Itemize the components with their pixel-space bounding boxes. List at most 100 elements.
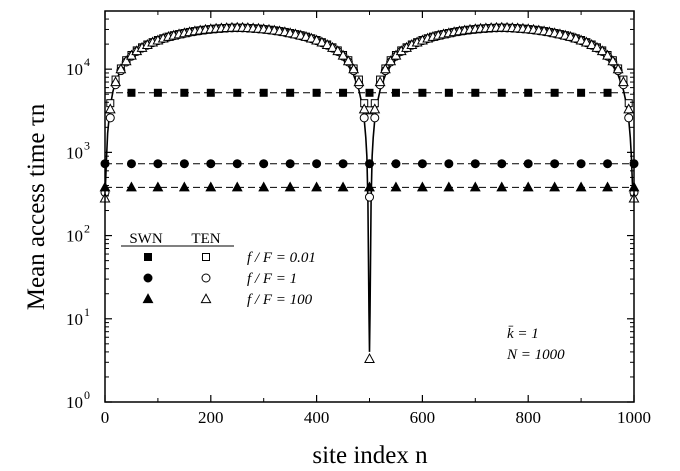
ten-series-2 <box>99 21 640 363</box>
legend-swn-marker-triangle <box>142 293 154 304</box>
ten-point <box>104 103 116 114</box>
y-tick-exponent: 1 <box>84 305 90 319</box>
swn-point <box>602 181 613 192</box>
x-tick-label: 0 <box>101 408 110 427</box>
y-axis-title: Mean access time τn <box>23 103 50 310</box>
x-axis-title: site index n <box>312 442 428 469</box>
swn-point <box>258 181 270 192</box>
annotation-k: k̄ = 1 <box>507 326 539 342</box>
legend-label-2: f / F = 100 <box>247 292 313 308</box>
swn-point <box>339 88 348 97</box>
ten-point <box>321 39 333 49</box>
swn-point <box>206 159 216 169</box>
legend-ten-marker-triangle <box>200 293 212 304</box>
ten-point <box>337 49 349 60</box>
swn-point <box>469 181 481 192</box>
x-tick-label: 200 <box>198 408 224 427</box>
legend-ten-marker-circle <box>201 273 211 283</box>
ten-point <box>369 103 381 114</box>
ten-point <box>379 63 391 74</box>
legend-rows: f / F = 0.01 f / F = 1 f / F = 100 <box>142 250 316 308</box>
legend-header-swn: SWN <box>129 231 163 247</box>
swn-point <box>126 159 136 169</box>
y-tick-exponent: 3 <box>84 138 90 152</box>
swn-point <box>312 159 322 169</box>
ten-point <box>623 103 635 114</box>
swn-point <box>153 88 162 97</box>
ten-point <box>617 76 629 87</box>
legend-label-0: f / F = 0.01 <box>247 250 316 266</box>
ten-point <box>602 49 613 60</box>
ten-point <box>624 113 634 123</box>
ten-point <box>586 39 598 49</box>
swn-point <box>550 88 559 97</box>
ten-point <box>353 76 365 87</box>
swn-point <box>524 88 533 97</box>
swn-point <box>364 181 375 192</box>
ten-point <box>110 76 122 87</box>
ten-point <box>575 34 587 45</box>
swn-point <box>178 181 190 192</box>
swn-point <box>496 181 508 192</box>
swn-point <box>153 159 163 169</box>
swn-point <box>577 88 586 97</box>
swn-point <box>232 159 242 169</box>
ten-point <box>596 45 608 56</box>
ten-point <box>374 76 386 87</box>
x-tick-label: 600 <box>410 408 436 427</box>
swn-series-2 <box>99 181 640 192</box>
swn-point <box>470 159 480 169</box>
y-tick-label: 10 <box>66 143 83 162</box>
ten-point <box>311 34 323 45</box>
plot-area <box>99 21 640 363</box>
ten-point <box>305 32 317 43</box>
ten-point <box>364 353 375 363</box>
swn-point <box>233 88 242 97</box>
x-tick-labels: 0 200 400 600 800 1000 <box>101 408 651 427</box>
ten-point <box>332 45 344 56</box>
swn-point <box>152 181 164 192</box>
swn-point <box>549 181 561 192</box>
swn-point <box>206 88 215 97</box>
swn-point <box>443 181 455 192</box>
swn-point <box>365 88 374 97</box>
swn-point <box>338 159 348 169</box>
swn-series-1 <box>100 159 639 169</box>
y-tick-exponent: 0 <box>84 388 90 402</box>
swn-point <box>471 88 480 97</box>
swn-point <box>312 88 321 97</box>
swn-point <box>550 159 560 169</box>
swn-point <box>180 88 189 97</box>
ten-point <box>370 113 380 123</box>
annotation-block: k̄ = 1 N = 1000 <box>506 326 565 363</box>
legend-label-1: f / F = 1 <box>247 271 297 287</box>
y-tick-label: 10 <box>66 227 83 246</box>
swn-point <box>416 181 428 192</box>
ten-point <box>115 63 127 74</box>
x-tick-label: 400 <box>304 408 330 427</box>
swn-point <box>259 88 268 97</box>
y-tick-label: 10 <box>66 60 83 79</box>
swn-point <box>576 159 586 169</box>
ten-point <box>348 63 360 74</box>
swn-point <box>311 181 323 192</box>
legend: SWN TEN f / F = 0.01 f / F = 1 f / F = 100 <box>121 231 316 308</box>
y-tick-label: 10 <box>66 393 83 412</box>
swn-point <box>179 159 189 169</box>
swn-point <box>205 181 217 192</box>
swn-point <box>497 159 507 169</box>
legend-swn-marker-square <box>144 253 152 261</box>
swn-point <box>391 159 401 169</box>
swn-point <box>497 88 506 97</box>
x-tick-label: 800 <box>515 408 541 427</box>
swn-point <box>444 159 454 169</box>
swn-point <box>603 159 613 169</box>
swn-point <box>285 159 295 169</box>
swn-point <box>126 181 137 192</box>
swn-point <box>391 88 400 97</box>
ten-point <box>612 63 624 74</box>
axis-ticks <box>104 10 635 403</box>
ten-point <box>342 55 354 66</box>
legend-ten-marker-square <box>202 253 210 261</box>
